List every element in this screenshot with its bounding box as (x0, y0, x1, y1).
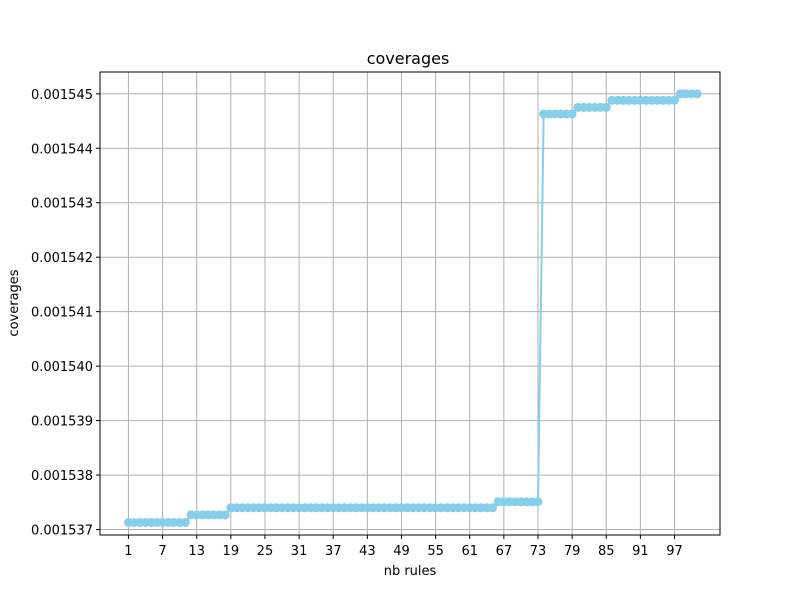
y-tick-label: 0.001543 (31, 197, 93, 212)
y-tick-label: 0.001539 (31, 415, 93, 430)
x-axis-ticks: 1 7 13 19 25 31 37 43 49 55 61 67 73 79 85 91 97 (124, 535, 683, 559)
y-tick-label: 0.001545 (31, 88, 93, 103)
x-tick-label: 61 (461, 544, 478, 559)
x-tick-label: 49 (393, 544, 410, 559)
y-tick-label: 0.001540 (31, 360, 93, 375)
x-tick-label: 37 (325, 544, 342, 559)
data-point (601, 102, 611, 112)
y-tick-label: 0.001542 (31, 251, 93, 266)
x-tick-label: 19 (223, 544, 240, 559)
x-tick-label: 43 (359, 544, 376, 559)
x-tick-label: 91 (632, 544, 649, 559)
y-tick-label: 0.001541 (31, 306, 93, 321)
data-point (533, 497, 543, 507)
data-point (487, 503, 497, 513)
y-tick-label: 0.001537 (31, 524, 93, 539)
data-point (692, 89, 702, 99)
x-tick-label: 25 (257, 544, 274, 559)
y-axis-label: coverages (7, 269, 22, 336)
x-axis-label: nb rules (384, 564, 437, 579)
x-tick-label: 7 (158, 544, 166, 559)
x-tick-label: 73 (530, 544, 547, 559)
x-tick-label: 97 (666, 544, 683, 559)
x-tick-label: 13 (188, 544, 205, 559)
y-tick-label: 0.001538 (31, 469, 93, 484)
x-tick-label: 67 (496, 544, 513, 559)
x-tick-label: 79 (564, 544, 581, 559)
data-point (180, 517, 190, 527)
plot-area-frame (99, 71, 721, 536)
data-point (220, 510, 230, 520)
x-tick-label: 85 (598, 544, 615, 559)
y-tick-label: 0.001544 (31, 142, 93, 157)
data-series (123, 89, 702, 527)
y-axis-ticks: 0.001537 0.001538 0.001539 0.001540 0.001541… (31, 88, 100, 539)
x-tick-label: 55 (427, 544, 444, 559)
x-tick-label: 31 (291, 544, 308, 559)
data-point (670, 95, 679, 105)
data-point (567, 109, 577, 119)
x-tick-label: 1 (124, 544, 132, 559)
grid-lines (100, 72, 720, 535)
chart-title: coverages (367, 49, 450, 68)
